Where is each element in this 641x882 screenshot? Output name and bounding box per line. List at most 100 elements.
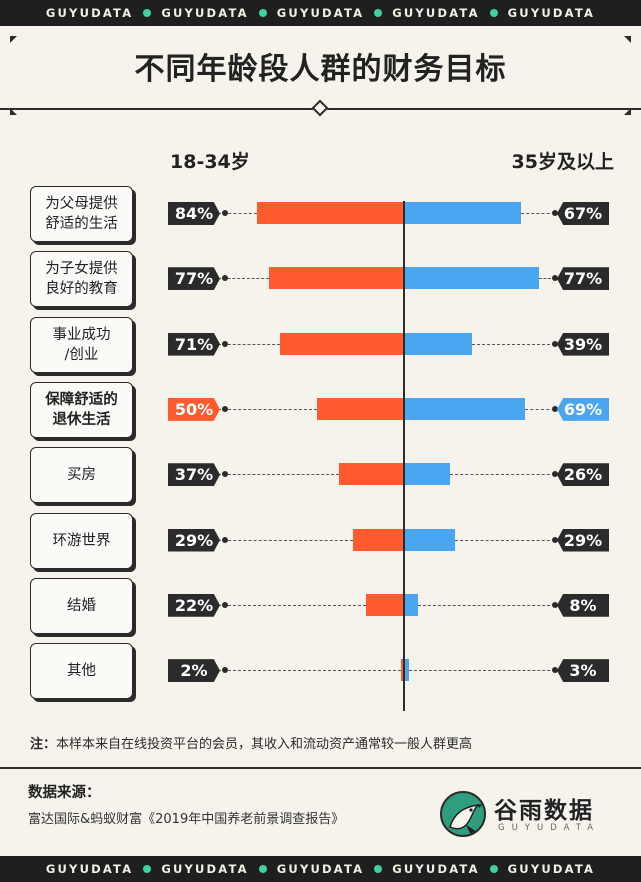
guide-line (409, 670, 560, 672)
bar-older (404, 202, 522, 224)
guide-line (449, 474, 560, 476)
chart-row: 买房 37% 26% (0, 447, 641, 504)
value-label-older: 77% (557, 267, 609, 291)
chart-row: 环游世界 29% 29% (0, 512, 641, 569)
band-dot (143, 865, 152, 873)
category-label-text: 环游世界 (52, 532, 111, 549)
guide-line (454, 539, 560, 541)
infographic-panel: 不同年龄段人群的财务目标 18-34岁 35岁及以上 为父母提供 舒适的生活 84%… (0, 26, 641, 856)
chart-row: 保障舒适的 退休生活 50% 69% (0, 381, 641, 438)
band-brand-text: GUYUDATA (392, 862, 480, 876)
footnote-prefix: 注： (30, 737, 57, 752)
guide-dot (552, 275, 558, 282)
guide-line (218, 670, 401, 672)
value-label-older: 69% (557, 397, 609, 421)
value-label-older: 39% (557, 332, 609, 356)
top-brand-band: GUYUDATA GUYUDATA GUYUDATA GUYUDATA GUYUDATA (0, 0, 641, 26)
guide-dot (222, 601, 228, 608)
guide-line (524, 408, 560, 410)
guide-line (472, 343, 560, 345)
value-label-older: 3% (557, 659, 609, 683)
guide-dot (222, 471, 228, 478)
corner-mark (624, 108, 631, 115)
value-label-older: 8% (557, 593, 609, 617)
band-brand-text: GUYUDATA (161, 6, 249, 20)
band-dot (258, 865, 267, 873)
chart-row: 事业成功/创业 71% 39% (0, 316, 641, 373)
guide-line (218, 343, 280, 345)
value-label-older: 67% (557, 202, 609, 225)
guide-dot (552, 601, 558, 608)
guide-dot (552, 471, 558, 478)
value-label-young: 22% (168, 593, 220, 617)
category-label-text: 为子女提供 良好的教育 (45, 261, 118, 298)
guide-line (218, 474, 340, 476)
corner-mark (10, 36, 17, 43)
guide-line (418, 604, 560, 606)
bar-older (404, 267, 539, 290)
band-brand-text: GUYUDATA (45, 6, 134, 20)
category-label-text: 保障舒适的 退休生活 (45, 391, 118, 428)
bottom-brand-band: GUYUDATA GUYUDATA GUYUDATA GUYUDATA GUYUDATA (0, 856, 641, 882)
bar-older (404, 659, 410, 682)
category-label: 事业成功/创业 (30, 316, 133, 373)
band-brand-text: GUYUDATA (276, 862, 365, 876)
bar-young (353, 528, 404, 551)
logo-name: 谷雨数据 (494, 798, 594, 824)
bar-older (404, 528, 455, 551)
guide-line (218, 278, 270, 280)
guide-line (218, 408, 317, 410)
category-label: 结婚 (30, 577, 133, 634)
category-label: 环游世界 (30, 512, 133, 569)
band-brand-text: GUYUDATA (507, 6, 596, 20)
guide-line (218, 539, 354, 541)
value-label-older: 26% (557, 463, 609, 487)
value-label-young: 50% (168, 397, 220, 421)
band-dot (143, 9, 152, 17)
category-label: 其他 (30, 643, 133, 700)
guide-dot (552, 405, 558, 412)
source-text: 富达国际&蚂蚁财富《2019年中国养老前景调查报告》 (28, 812, 345, 827)
chart-row: 为父母提供 舒适的生活 84% 67% (0, 186, 641, 242)
band-dot (489, 865, 498, 873)
guide-line (521, 213, 560, 214)
logo-subtitle: GUYUDATA (498, 823, 601, 833)
category-label: 为父母提供 舒适的生活 (30, 186, 133, 242)
value-label-older: 29% (557, 528, 609, 552)
category-label-text: 结婚 (67, 597, 96, 614)
center-axis (403, 201, 405, 711)
guide-dot (222, 536, 228, 543)
band-brand-text: GUYUDATA (507, 862, 596, 876)
category-label-text: 事业成功/创业 (52, 326, 111, 363)
guide-dot (222, 667, 228, 674)
category-label: 保障舒适的 退休生活 (30, 381, 133, 438)
band-dot (489, 9, 498, 17)
band-dot (374, 865, 383, 873)
bar-young (316, 397, 404, 420)
bar-older (404, 397, 525, 420)
chart-row: 其他 2% 3% (0, 643, 641, 700)
category-label-text: 买房 (67, 467, 96, 484)
bar-young (257, 202, 404, 224)
guide-line (218, 604, 366, 606)
bar-young (339, 463, 404, 486)
bar-young (279, 332, 404, 355)
value-label-young: 37% (168, 463, 220, 487)
category-label: 为子女提供 良好的教育 (30, 251, 133, 308)
category-label-text: 为父母提供 舒适的生活 (45, 196, 118, 232)
guide-dot (222, 275, 228, 282)
bar-older (404, 332, 473, 355)
guide-line (538, 278, 560, 280)
legend-series-young: 18-34岁 (170, 151, 250, 173)
source-title: 数据来源： (28, 785, 101, 801)
bar-older (404, 463, 450, 486)
band-dot (374, 9, 383, 17)
band-dot (258, 9, 267, 17)
corner-mark (624, 36, 631, 43)
value-label-young: 2% (168, 659, 220, 683)
band-brand-text: GUYUDATA (392, 6, 480, 20)
legend-series-older: 35岁及以上 (511, 151, 614, 173)
corner-mark (10, 108, 17, 115)
bar-young (365, 593, 404, 616)
chart-title: 不同年龄段人群的财务目标 (134, 52, 507, 87)
